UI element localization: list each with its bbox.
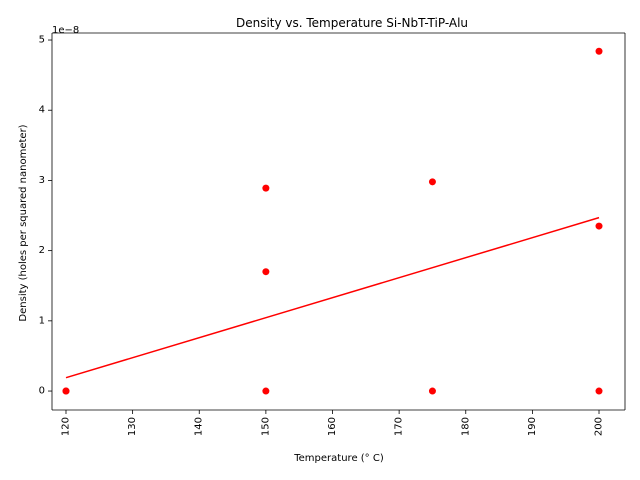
chart-title: Density vs. Temperature Si-NbT-TiP-Alu [236,16,468,30]
x-tick-label: 160 [327,417,338,436]
data-point [595,47,603,55]
y-tick-label: 0 [39,386,45,397]
x-axis-label: Temperature (° C) [293,453,384,464]
data-point [428,178,436,186]
y-tick-label: 1 [39,315,45,326]
y-tick-label: 2 [39,245,45,256]
x-tick-label: 200 [594,417,605,436]
x-tick-label: 190 [527,417,538,436]
x-tick-label: 180 [460,417,471,436]
x-tick-label: 170 [394,417,405,436]
data-point [262,184,270,192]
x-tick-label: 130 [127,417,138,436]
data-point [62,387,70,395]
x-tick-label: 140 [194,417,205,436]
data-point [595,387,603,395]
x-tick-label: 120 [60,417,71,436]
x-tick-label: 150 [260,417,271,436]
y-axis-label: Density (holes per squared nanometer) [18,124,29,321]
data-point [595,222,603,230]
y-offset-label: 1e−8 [52,25,79,36]
trendline [65,216,600,379]
y-tick-label: 5 [39,35,45,46]
y-tick-label: 3 [39,175,45,186]
data-point [262,268,270,276]
data-point [428,387,436,395]
y-tick-label: 4 [39,105,45,116]
plot-area: 120 130 140 150 160 170 180 190 200 0 1 2 3 4 5 [39,32,626,436]
data-point [262,387,270,395]
